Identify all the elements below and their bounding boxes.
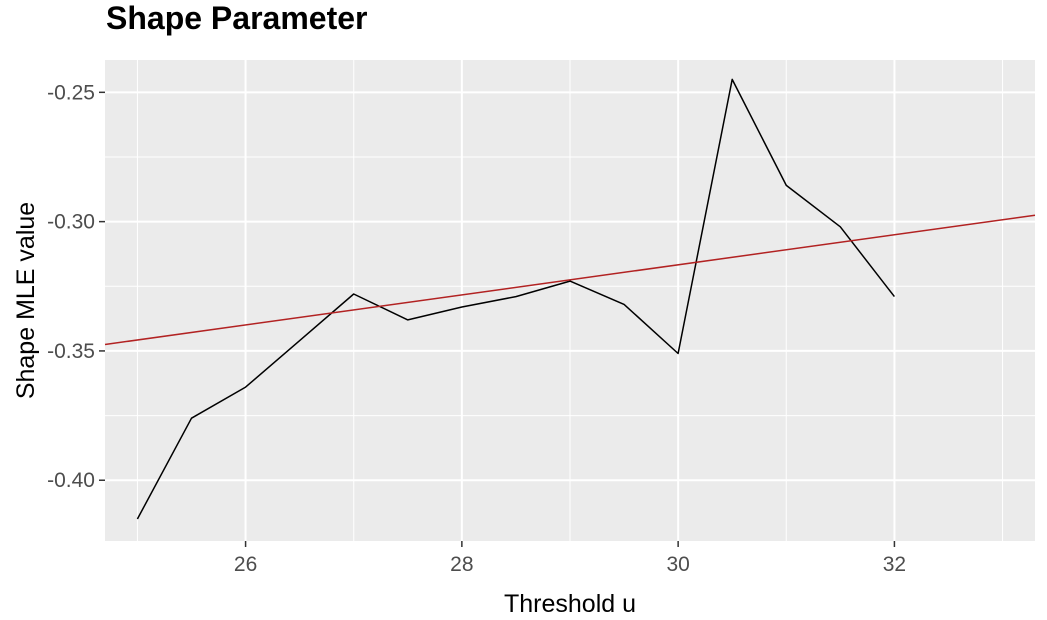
shape-estimate-line	[136, 78, 895, 520]
series-layer	[104, 78, 1036, 520]
x-tick-label: 32	[883, 553, 906, 576]
x-tick-label: 26	[234, 553, 257, 576]
y-tick-label: -0.35	[47, 340, 95, 363]
y-tick-label: -0.40	[47, 469, 95, 492]
x-tick-label: 28	[450, 553, 473, 576]
x-axis-ticks: 26 28 30 32	[234, 541, 906, 576]
y-tick-label: -0.30	[47, 211, 95, 234]
x-tick-label: 30	[666, 553, 689, 576]
y-axis-ticks: -0.25 -0.30 -0.35 -0.40	[47, 81, 105, 492]
trend-line	[104, 214, 1036, 346]
minor-gridlines	[105, 60, 1035, 541]
chart-title: Shape Parameter	[106, 0, 368, 36]
x-axis-title: Threshold u	[504, 590, 636, 618]
y-tick-label: -0.25	[47, 81, 95, 104]
major-gridlines	[105, 60, 1035, 541]
y-axis-title: Shape MLE value	[12, 202, 40, 399]
